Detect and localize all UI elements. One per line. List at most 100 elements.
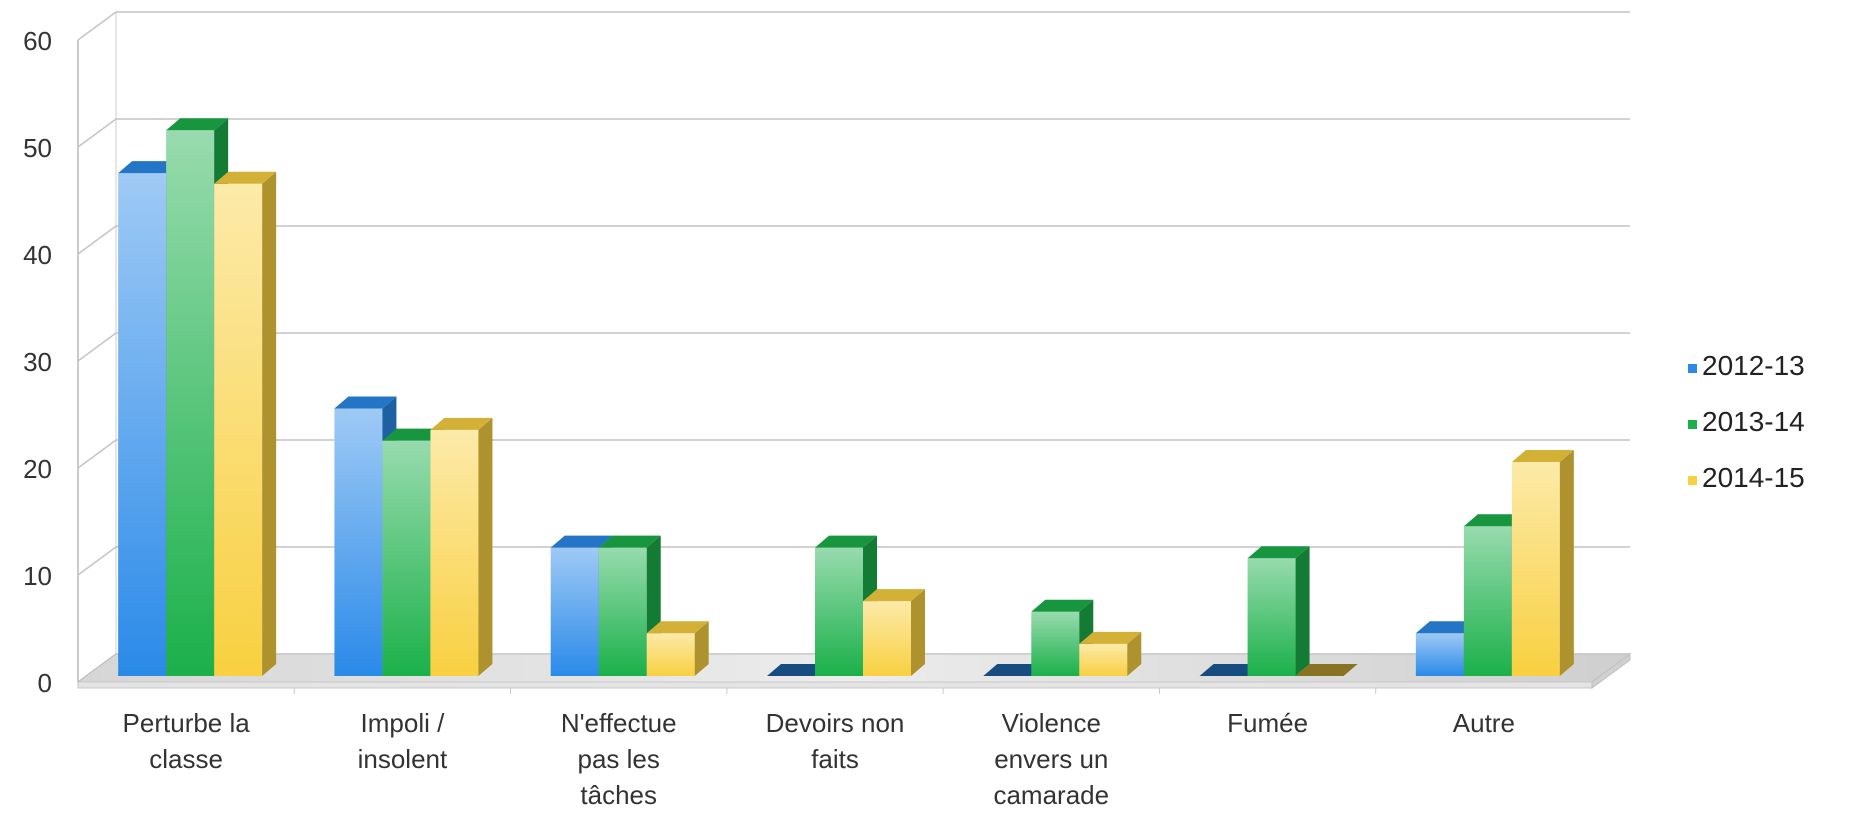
bar-top — [430, 417, 493, 430]
x-category-label-line: tâches — [580, 780, 657, 810]
x-category-label: N'effectue pas les tâches — [561, 708, 677, 810]
bar-side — [478, 417, 493, 676]
bar-top — [646, 621, 709, 634]
bar-top — [815, 535, 877, 548]
bar-top — [214, 171, 277, 184]
bar-front — [646, 633, 695, 676]
bar-front — [1463, 526, 1512, 676]
gridline — [77, 332, 1630, 362]
gridline — [77, 118, 1630, 148]
bar-front — [863, 601, 911, 676]
x-category-label-line: Impoli / — [361, 708, 446, 738]
y-tick-label: 60 — [23, 26, 52, 56]
bar-front — [550, 547, 599, 676]
bar-zero-cap — [1199, 664, 1262, 676]
bar-front — [815, 547, 863, 676]
bar-2014-15-4 — [1079, 631, 1142, 676]
gridline — [77, 225, 1630, 255]
bar-top — [382, 428, 445, 441]
x-category-label: Impoli / insolent — [358, 708, 448, 774]
x-category-label-line: insolent — [358, 744, 448, 774]
legend-swatch — [1688, 476, 1697, 485]
bar-2012-13-5 — [1199, 664, 1262, 676]
x-category-label-line: camarade — [993, 780, 1109, 810]
bar-front — [382, 440, 431, 676]
x-category-label-line: Violence — [1002, 708, 1101, 738]
bar-2012-13-3 — [767, 664, 829, 676]
bar-top — [118, 161, 181, 174]
bar-2014-15-6 — [1511, 450, 1574, 676]
bar-front — [430, 429, 479, 676]
gridline — [77, 546, 1630, 576]
bar-top — [1031, 599, 1094, 612]
y-tick-label: 0 — [38, 668, 52, 698]
bar-zero-cap — [1295, 664, 1358, 676]
bar-top — [598, 535, 661, 548]
gridline — [77, 439, 1630, 469]
legend-label: 2013-14 — [1702, 406, 1805, 437]
floor-side-edge — [1591, 653, 1631, 689]
y-tick-label: 20 — [23, 454, 52, 484]
x-category-label-line: Perturbe la — [123, 708, 251, 738]
bar-2014-15-2 — [646, 621, 709, 676]
bar-2014-15-1 — [430, 417, 493, 676]
bar-top — [166, 118, 229, 131]
bar-side — [1559, 450, 1574, 676]
bar-front — [598, 547, 647, 676]
x-category-label-line: envers un — [994, 744, 1108, 774]
bar-side — [1295, 546, 1310, 676]
x-category-label: Autre — [1453, 708, 1515, 738]
bar-front — [214, 183, 263, 677]
y-tick-label: 30 — [23, 347, 52, 377]
bar-top — [1463, 514, 1526, 527]
bar-top — [1511, 450, 1574, 462]
legend: 2012-13 2013-14 2014-15 — [1688, 350, 1805, 493]
bar-side — [262, 171, 277, 677]
bar-zero-cap — [767, 664, 829, 676]
bar-top — [550, 535, 613, 548]
bar-top — [863, 589, 925, 602]
bar-2014-15-3 — [863, 589, 925, 676]
bar-front — [1247, 558, 1296, 676]
bar-top — [1247, 546, 1310, 559]
legend-swatch — [1688, 364, 1697, 373]
x-category-label: Devoirs non faits — [766, 708, 905, 774]
y-tick-label: 10 — [23, 561, 52, 591]
x-category-label-line: Autre — [1453, 708, 1515, 738]
bar-front — [334, 408, 383, 676]
bar-side — [911, 589, 925, 676]
bar-2013-14-5 — [1247, 546, 1310, 676]
bar-side — [1127, 631, 1142, 676]
bar-2014-15-5 — [1295, 664, 1358, 676]
bar-top — [1415, 621, 1478, 634]
bar-front — [1415, 633, 1464, 676]
y-tick-label: 50 — [23, 133, 52, 163]
bars — [118, 118, 1574, 677]
x-category-label-line: pas les — [578, 744, 660, 774]
bar-side — [694, 621, 709, 676]
bar-top — [1079, 631, 1142, 644]
x-category-label-line: Fumée — [1227, 708, 1308, 738]
bar-top — [334, 396, 397, 409]
x-category-label-line: Devoirs non — [766, 708, 905, 738]
bar-2012-13-4 — [983, 664, 1046, 676]
x-category-label: Fumée — [1227, 708, 1308, 738]
bar-2014-15-0 — [214, 171, 277, 677]
bar-front — [166, 130, 215, 677]
x-category-label: Violence envers un camarade — [993, 708, 1109, 810]
x-category-label-line: N'effectue — [561, 708, 677, 738]
legend-item-2012-13: 2012-13 — [1688, 350, 1805, 381]
x-category-label-line: faits — [811, 744, 859, 774]
bar-zero-cap — [983, 664, 1046, 676]
bar-front — [118, 173, 167, 676]
x-category-label-line: classe — [149, 744, 223, 774]
bar-front — [1031, 611, 1080, 676]
legend-item-2014-15: 2014-15 — [1688, 462, 1805, 493]
bar-front — [1079, 643, 1128, 676]
legend-label: 2012-13 — [1702, 350, 1805, 381]
bar-front — [1511, 462, 1560, 676]
legend-swatch — [1688, 420, 1697, 429]
x-category-label: Perturbe la classe — [123, 708, 251, 774]
